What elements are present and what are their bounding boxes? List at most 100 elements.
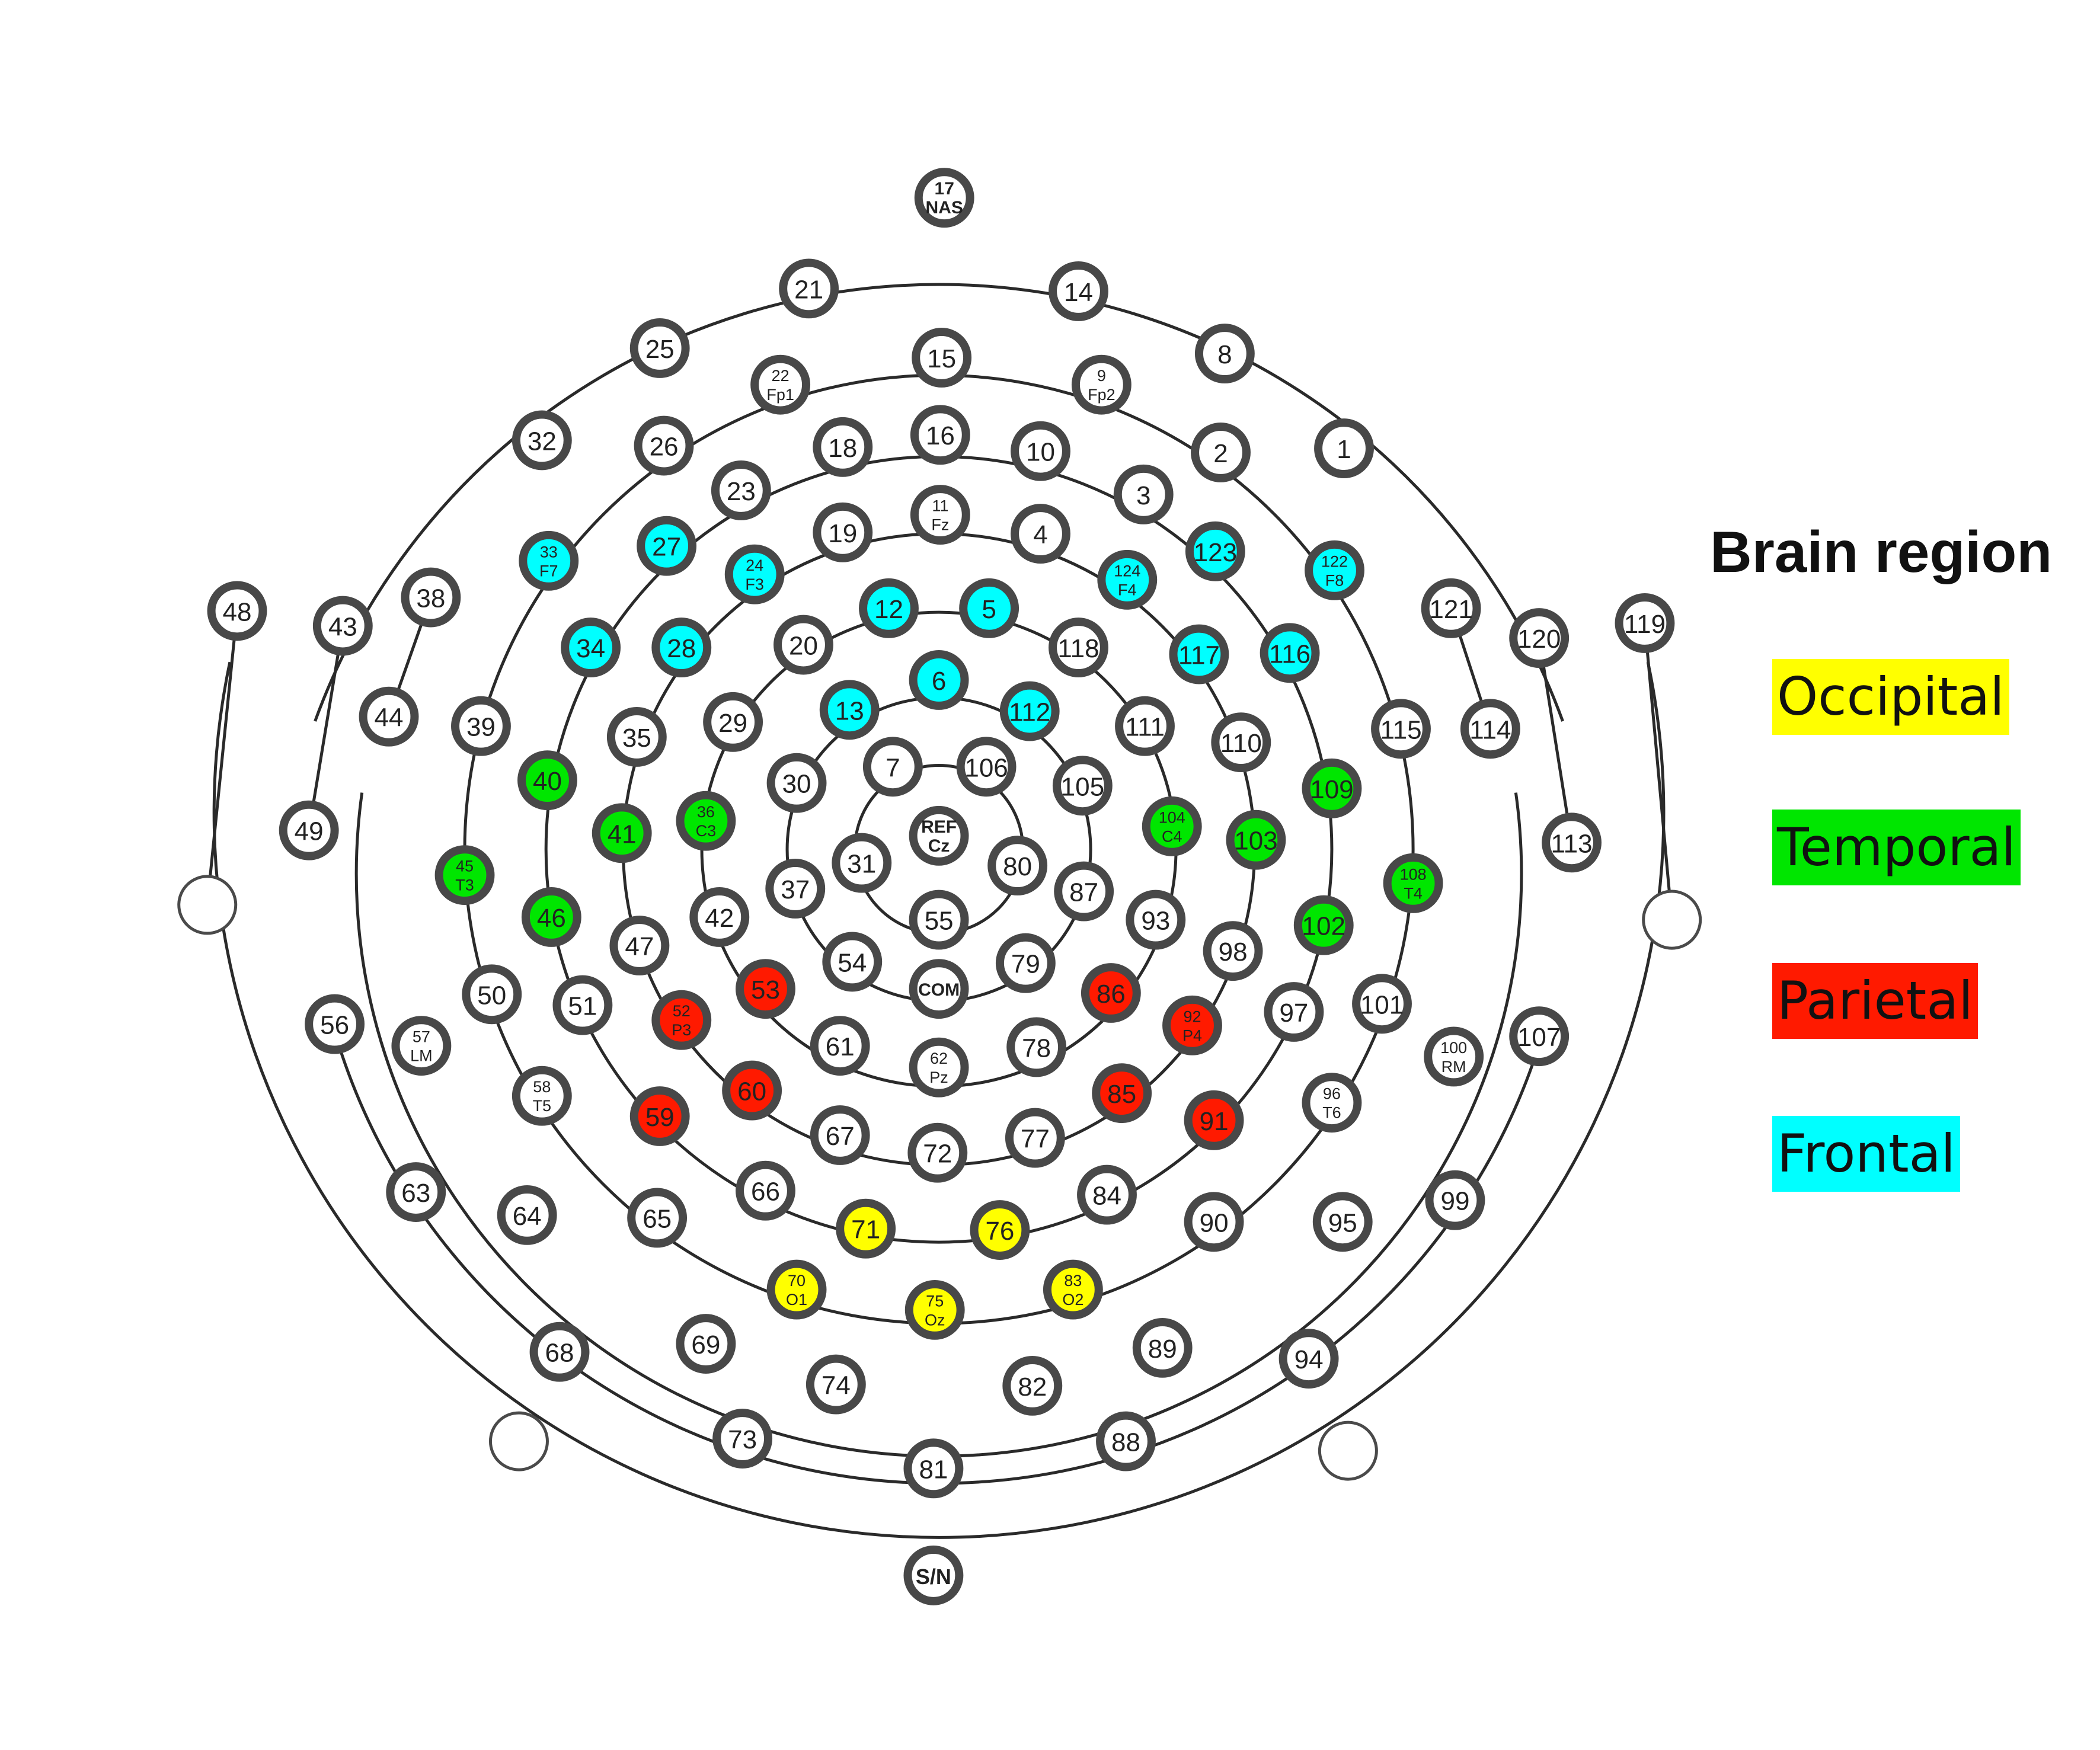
electrode-circle (1115, 696, 1175, 756)
unlabeled-marker (177, 875, 238, 935)
electrode-circle (956, 737, 1017, 797)
electrode-32: 32 (512, 410, 572, 471)
edge-connector-1 (206, 610, 239, 906)
electrode-number: 115 (1380, 715, 1421, 744)
electrode-circle (629, 1086, 690, 1146)
electrode-circle (561, 618, 621, 678)
electrode-4: 4 (1011, 504, 1070, 564)
electrode-number: 13 (835, 696, 864, 725)
electrode-number: 17 (935, 179, 954, 199)
electrode-number: 62 (930, 1050, 948, 1067)
electrode-number: 41 (608, 820, 637, 849)
electrode-circle (1302, 1073, 1362, 1133)
electrode-circle (1191, 423, 1251, 482)
electrode-number: 98 (1219, 938, 1248, 967)
electrode-number: 8 (1217, 340, 1232, 369)
electrode-93: 93 (1126, 890, 1186, 950)
electrode-119: 119 (1615, 593, 1675, 653)
electrode-site-label: T6 (1322, 1104, 1341, 1122)
electrode-circle (806, 1354, 866, 1415)
electrode-47: 47 (609, 916, 670, 975)
electrode-number: 22 (772, 367, 790, 385)
electrode-site-label: T5 (533, 1097, 552, 1115)
electrode-41: 41 (592, 803, 652, 863)
electrode-46: 46 (521, 887, 581, 947)
electrode-circle (521, 887, 581, 947)
electrode-circle (859, 578, 919, 638)
electrode-10: 10 (1011, 421, 1070, 481)
electrode-14: 14 (1049, 261, 1108, 321)
electrode-number: 108 (1400, 865, 1427, 883)
electrode-1: 1 (1314, 418, 1374, 479)
electrode-number: 34 (576, 634, 605, 663)
electrode-com: COM (909, 959, 969, 1019)
electrode-86: 86 (1081, 963, 1141, 1023)
electrode-circle (517, 750, 577, 811)
electrode-number: 66 (751, 1178, 780, 1207)
electrode-number: 59 (645, 1103, 675, 1132)
electrode-12: 12 (859, 578, 919, 638)
electrode-number: 43 (328, 613, 357, 642)
electrode-number: 3 (1136, 481, 1150, 510)
electrode-circle (1092, 1063, 1152, 1124)
electrode-18: 18 (813, 417, 873, 477)
electrode-number: 74 (822, 1371, 851, 1400)
electrode-39: 39 (451, 696, 511, 756)
electrode-68: 68 (529, 1322, 590, 1382)
electrode-circle (1049, 261, 1108, 321)
electrode-circle (813, 502, 873, 562)
electrode-circle (312, 596, 373, 656)
electrode-circle (903, 1438, 964, 1499)
electrode-77: 77 (1005, 1108, 1065, 1168)
electrode-circle (462, 964, 522, 1025)
electrode-67: 67 (810, 1105, 870, 1165)
electrode-98: 98 (1203, 921, 1263, 981)
unlabeled-marker (488, 1411, 549, 1471)
electrode-number: 68 (545, 1339, 574, 1368)
electrode-number: 94 (1294, 1345, 1324, 1374)
electrode-number: 81 (919, 1455, 948, 1484)
electrode-66: 66 (736, 1160, 795, 1221)
electrode-number: 64 (513, 1202, 542, 1231)
unlabeled-marker (1318, 1421, 1378, 1481)
electrode-circle (1314, 418, 1374, 479)
electrode-number: 75 (926, 1292, 944, 1310)
electrode-number: 18 (828, 434, 857, 463)
electrode-84: 84 (1077, 1164, 1137, 1225)
electrode-number: 47 (625, 932, 654, 961)
electrode-number: 120 (1517, 625, 1561, 654)
electrode-site-label: T4 (1404, 884, 1423, 902)
electrode-95: 95 (1312, 1192, 1373, 1252)
electrode-number: 119 (1624, 610, 1666, 639)
electrode-circle (552, 975, 613, 1035)
electrode-number: 109 (1310, 775, 1353, 804)
electrode-circle (1132, 1317, 1193, 1378)
electrode-circle (724, 544, 785, 604)
electrode-number: 16 (926, 421, 955, 450)
electrode-circle (359, 686, 419, 747)
electrode-5: 5 (959, 578, 1019, 638)
electrode-circle (766, 1259, 827, 1320)
electrode-37: 37 (765, 859, 826, 919)
electrode-circle (773, 615, 833, 675)
electrode-number: 32 (528, 427, 557, 456)
electrode-85: 85 (1092, 1063, 1152, 1124)
electrode-116: 116 (1260, 623, 1320, 683)
electrode-number: 23 (727, 477, 756, 506)
electrode-number: 6 (932, 667, 946, 696)
electrode-site-label: T3 (455, 876, 474, 894)
electrode-number: 97 (1279, 999, 1308, 1028)
electrode-site-label: F8 (1325, 571, 1344, 589)
electrode-circle (909, 959, 969, 1019)
electrode-number: 56 (320, 1011, 349, 1040)
electrode-64: 64 (497, 1185, 557, 1245)
outer-arc-3 (212, 661, 1666, 1539)
electrode-number: 124 (1114, 562, 1140, 580)
edge-connector-4 (1538, 638, 1574, 843)
